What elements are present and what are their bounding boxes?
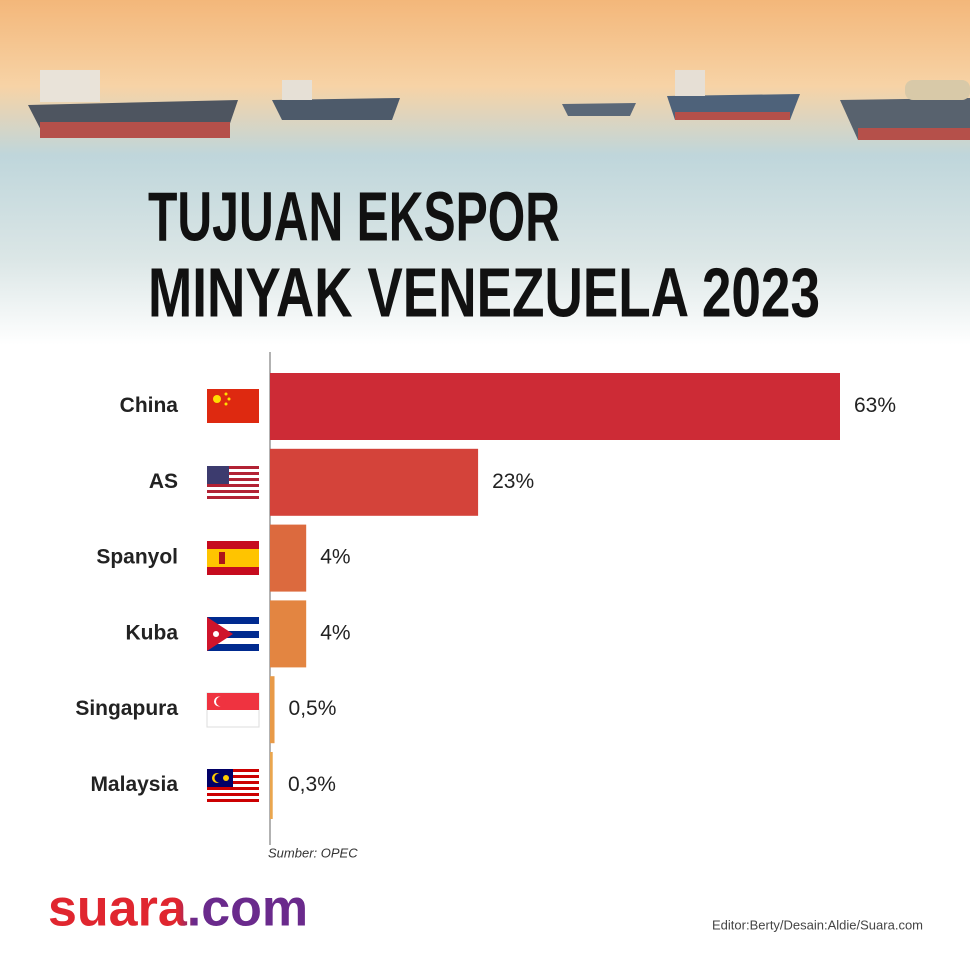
source: Sumber: OPEC <box>268 845 358 860</box>
chart-title: MINYAK VENEZUELA 2023 <box>148 253 820 331</box>
category-label: Kuba <box>126 621 179 644</box>
chart-title: TUJUAN EKSPOR <box>148 177 560 255</box>
bar <box>270 373 840 440</box>
category-label: Malaysia <box>90 773 178 796</box>
value-label: 63% <box>854 394 896 417</box>
category-label: AS <box>149 470 178 493</box>
category-label: Singapura <box>75 697 178 720</box>
value-label: 0,5% <box>289 697 337 720</box>
value-label: 0,3% <box>288 773 336 796</box>
category-label: China <box>120 394 179 417</box>
bar <box>270 524 307 592</box>
credits: Editor:Berty/Desain:Aldie/Suara.com <box>712 917 923 932</box>
bar <box>270 676 275 744</box>
ships <box>28 70 970 140</box>
value-label: 4% <box>320 621 350 644</box>
value-label: 23% <box>492 470 534 493</box>
bar <box>270 448 479 516</box>
flags <box>206 389 260 803</box>
bar <box>270 752 273 819</box>
logo: suara.com <box>48 880 308 938</box>
background <box>0 0 970 345</box>
value-label: 4% <box>320 546 350 569</box>
bar <box>270 600 307 668</box>
category-label: Spanyol <box>96 546 178 569</box>
